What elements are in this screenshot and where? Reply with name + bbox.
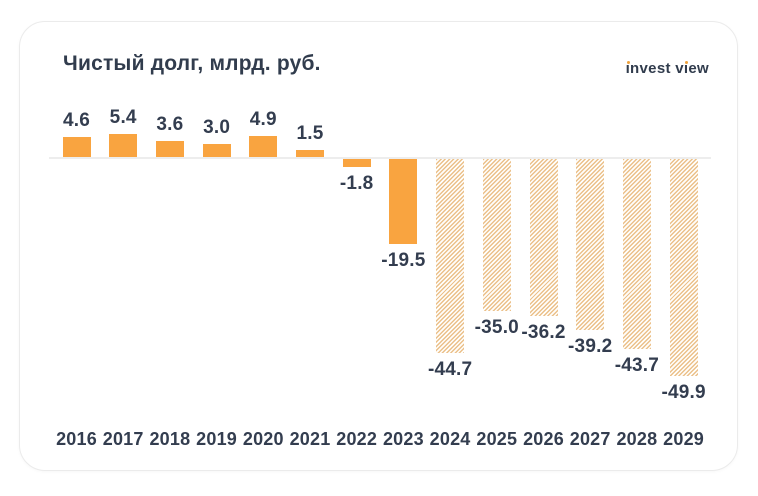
value-label-2026: -36.2	[521, 322, 566, 344]
x-axis-label-2022: 2022	[336, 429, 378, 449]
bar-2024	[436, 159, 465, 354]
x-axis-label-2019: 2019	[196, 429, 238, 449]
value-label-2020: 4.9	[249, 108, 277, 130]
x-axis-label-2023: 2023	[382, 429, 424, 449]
x-axis-label-2029: 2029	[663, 429, 705, 449]
bar-2027	[576, 159, 605, 330]
value-label-2029: -49.9	[661, 382, 706, 404]
bar-2023	[389, 159, 418, 244]
value-label-2025: -35.0	[474, 317, 519, 339]
chart-card: Чистый долг, млрд. руб. ınvest vıew 4.6 2…	[19, 21, 738, 471]
bar-2017	[109, 133, 138, 157]
logo-i-dot: ı	[625, 60, 631, 77]
value-label-2021: 1.5	[296, 123, 324, 145]
x-axis-label-2021: 2021	[289, 429, 331, 449]
bar-2021	[296, 150, 324, 157]
x-axis-label-2016: 2016	[56, 429, 97, 449]
logo-i-dot: ı	[683, 60, 689, 77]
value-label-2017: 5.4	[109, 106, 137, 128]
bar-2020	[249, 135, 278, 157]
value-label-2016: 4.6	[62, 109, 90, 131]
value-label-2022: -1.8	[339, 172, 374, 194]
x-axis-label-2018: 2018	[149, 429, 191, 449]
bar-2028	[622, 159, 651, 350]
chart-area: 4.6 2016 5.4 2017 3.6 2018 3.0 2019 4.9 2020 1.5 20…	[49, 22, 711, 470]
bar-2022	[342, 159, 371, 167]
value-label-2023: -19.5	[381, 249, 426, 271]
x-axis-label-2020: 2020	[242, 429, 284, 449]
x-axis-label-2017: 2017	[102, 429, 144, 449]
bar-2019	[202, 143, 231, 157]
value-label-2028: -43.7	[614, 355, 660, 377]
value-label-2018: 3.6	[156, 114, 184, 136]
x-axis-label-2026: 2026	[523, 429, 564, 449]
x-axis-label-2027: 2027	[569, 429, 611, 449]
x-axis-label-2025: 2025	[476, 429, 518, 449]
bar-2016	[62, 136, 91, 157]
bar-2029	[669, 159, 698, 377]
value-label-2027: -39.2	[568, 335, 613, 357]
x-axis-label-2024: 2024	[429, 429, 471, 449]
chart-title: Чистый долг, млрд. руб.	[63, 52, 321, 75]
bar-2018	[155, 141, 184, 157]
zero-axis-line	[49, 157, 711, 159]
x-axis-label-2028: 2028	[616, 429, 658, 449]
invest-view-logo: ınvest vıew	[625, 60, 709, 77]
bar-2026	[529, 159, 558, 317]
bar-2025	[482, 159, 511, 312]
value-label-2024: -44.7	[427, 359, 473, 381]
value-label-2019: 3.0	[203, 116, 231, 138]
